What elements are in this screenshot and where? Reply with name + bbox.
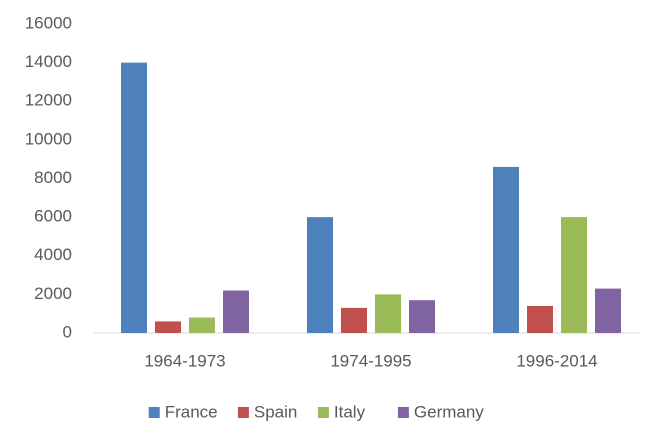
bar (375, 294, 401, 333)
legend-label: Germany (414, 402, 484, 421)
legend-label: France (165, 402, 218, 421)
bar (409, 300, 435, 333)
bar (527, 305, 553, 333)
y-tick-label: 4000 (34, 245, 72, 264)
bar (341, 307, 367, 333)
y-tick-label: 6000 (34, 207, 72, 226)
legend-label: Italy (334, 402, 366, 421)
y-tick-label: 8000 (34, 168, 72, 187)
x-tick-label: 1974-1995 (330, 351, 411, 370)
y-tick-label: 14000 (25, 52, 72, 71)
bar (561, 217, 587, 333)
bar (307, 217, 333, 333)
bar (223, 290, 249, 333)
y-tick-label: 12000 (25, 91, 72, 110)
legend-swatch (237, 407, 249, 418)
bar (121, 62, 147, 333)
legend-swatch (148, 407, 160, 418)
y-tick-label: 2000 (34, 284, 72, 303)
legend-swatch (317, 407, 329, 418)
x-tick-label: 1964-1973 (144, 351, 225, 370)
bar (189, 317, 215, 333)
y-tick-label: 0 (63, 322, 72, 341)
bar (155, 321, 181, 333)
legend-label: Spain (254, 402, 297, 421)
bar (595, 288, 621, 333)
y-tick-label: 16000 (25, 13, 72, 32)
y-tick-label: 10000 (25, 129, 72, 148)
legend-swatch (397, 407, 409, 418)
bar (493, 166, 519, 333)
x-tick-label: 1996-2014 (516, 351, 597, 370)
